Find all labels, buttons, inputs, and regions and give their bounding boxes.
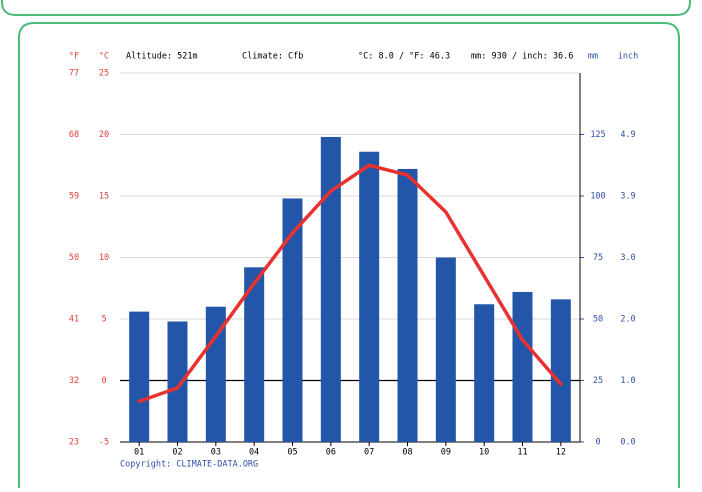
y-tick-label: 5 (101, 315, 106, 325)
y-tick-label: 15 (99, 192, 109, 202)
bar (512, 291, 533, 442)
bar (244, 267, 265, 442)
temperature-line (137, 163, 563, 404)
bar (359, 151, 380, 442)
f-tick-label: 32 (69, 376, 79, 386)
y2-tick-label: 0 (595, 438, 600, 448)
f-tick-label: 50 (69, 253, 79, 263)
inch-tick-label: 1.0 (620, 376, 635, 386)
y-tick-label: 10 (99, 253, 109, 263)
inch-tick-label: 3.9 (620, 192, 635, 202)
f-tick-label: 23 (69, 438, 79, 448)
unit-inch: inch (618, 52, 638, 62)
y2-tick-label: 50 (593, 315, 603, 325)
y-tick-label: -5 (99, 438, 109, 448)
y2-tick-label: 25 (593, 376, 603, 386)
x-tick-label: 10 (479, 448, 489, 458)
y-tick-label: 25 (99, 69, 109, 79)
x-tick-label: 04 (249, 448, 259, 458)
y2-tick-label: 125 (590, 130, 605, 140)
x-tick-label: 02 (172, 448, 182, 458)
inch-tick-label: 4.9 (620, 130, 635, 140)
x-tick-label: 12 (556, 448, 566, 458)
copyright: Copyright: CLIMATE-DATA.ORG (120, 460, 258, 470)
header-item: Climate: Cfb (242, 52, 303, 62)
f-tick-label: 77 (69, 69, 79, 79)
x-tick-label: 01 (134, 448, 144, 458)
x-tick-label: 07 (364, 448, 374, 458)
bar (282, 198, 303, 442)
x-tick-label: 08 (402, 448, 412, 458)
header-item: °C: 8.0 / °F: 46.3 (358, 52, 450, 62)
f-tick-label: 41 (69, 315, 79, 325)
y2-tick-label: 100 (590, 192, 605, 202)
x-tick-label: 09 (441, 448, 451, 458)
inch-tick-label: 2.0 (620, 315, 635, 325)
f-tick-label: 68 (69, 130, 79, 140)
inch-tick-label: 0.0 (620, 438, 635, 448)
y-tick-label: 0 (101, 376, 106, 386)
y2-tick-label: 75 (593, 253, 603, 263)
x-tick-label: 05 (287, 448, 297, 458)
bar (435, 257, 456, 442)
bar (320, 136, 341, 442)
bar (550, 299, 571, 442)
unit-c: °C (99, 52, 109, 62)
x-tick-label: 06 (326, 448, 336, 458)
header-item: Altitude: 521m (126, 52, 198, 62)
unit-f: °F (69, 52, 79, 62)
unit-mm: mm (588, 52, 598, 62)
f-tick-label: 59 (69, 192, 79, 202)
x-tick-label: 03 (211, 448, 221, 458)
inch-tick-label: 3.0 (620, 253, 635, 263)
y-tick-label: 20 (99, 130, 109, 140)
bar (167, 321, 188, 442)
header-item: mm: 930 / inch: 36.6 (471, 52, 573, 62)
x-tick-label: 11 (517, 448, 527, 458)
bar (397, 168, 418, 442)
bar (129, 311, 150, 442)
bar (474, 304, 495, 442)
card-top (1, 0, 691, 16)
